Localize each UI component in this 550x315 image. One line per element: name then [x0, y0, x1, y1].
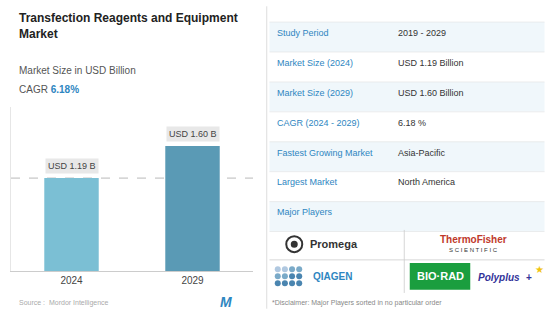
svg-text:USD 1.60 Billion: USD 1.60 Billion [398, 88, 464, 98]
svg-text:Market Size (2029): Market Size (2029) [277, 88, 353, 98]
svg-text:*Disclaimer: Major Players sor: *Disclaimer: Major Players sorted in no … [272, 299, 442, 307]
svg-text:Major Players: Major Players [277, 207, 333, 217]
svg-text:6.18 %: 6.18 % [398, 118, 426, 128]
svg-text:USD 1.19 Billion: USD 1.19 Billion [398, 58, 464, 68]
svg-text:M: M [220, 294, 232, 310]
svg-text:BIO·RAD: BIO·RAD [417, 270, 464, 282]
svg-text:Study Period: Study Period [277, 28, 329, 38]
svg-text:CAGR (2024 - 2029): CAGR (2024 - 2029) [277, 118, 360, 128]
svg-text:S C I E N T I F I C: S C I E N T I F I C [449, 247, 498, 253]
svg-text:USD 1.60 B: USD 1.60 B [169, 129, 217, 139]
svg-text:Largest Market: Largest Market [277, 177, 338, 187]
svg-text:Market Size (2024): Market Size (2024) [277, 58, 353, 68]
svg-text:Market Size in USD Billion: Market Size in USD Billion [19, 65, 136, 76]
svg-text:Transfection Reagents and Equi: Transfection Reagents and EquipmentMarke… [19, 11, 238, 41]
svg-text:North America: North America [398, 177, 455, 187]
svg-text:Polyplus: Polyplus [478, 272, 520, 283]
svg-text:CAGR 6.18%: CAGR 6.18% [19, 84, 79, 95]
svg-text:2029: 2029 [181, 275, 204, 286]
svg-text:ThermoFisher: ThermoFisher [440, 234, 507, 245]
svg-text:+: + [526, 272, 532, 283]
svg-text:QIAGEN: QIAGEN [313, 271, 352, 282]
svg-text:2019 - 2029: 2019 - 2029 [398, 28, 446, 38]
svg-text:Asia-Pacific: Asia-Pacific [398, 148, 446, 158]
svg-text:2024: 2024 [60, 275, 83, 286]
svg-text:★: ★ [535, 264, 544, 275]
svg-text:Promega: Promega [310, 238, 358, 250]
svg-text:Source : Mordor Intelligence: Source : Mordor Intelligence [19, 299, 109, 307]
svg-text:USD 1.19 B: USD 1.19 B [48, 161, 96, 171]
svg-text:Fastest Growing Market: Fastest Growing Market [277, 148, 373, 158]
